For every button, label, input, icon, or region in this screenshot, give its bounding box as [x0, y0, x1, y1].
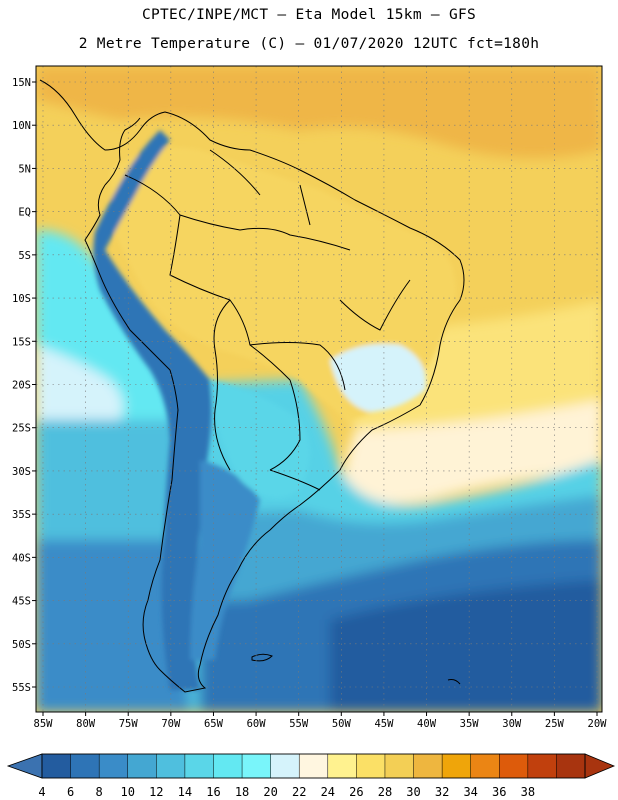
falklands	[251, 653, 273, 662]
colorbar-swatch	[241, 753, 272, 779]
colorbar-label: 20	[263, 785, 277, 799]
northwest-coast	[104, 117, 141, 186]
lat-label: 50S	[12, 639, 31, 651]
colorbar-swatch	[556, 753, 586, 779]
colorbar-label: 16	[206, 785, 220, 799]
colorbar-frame	[41, 753, 586, 779]
lat-label: 5N	[18, 163, 31, 175]
lon-label: 45W	[374, 718, 394, 730]
colorbar-swatch	[298, 753, 329, 779]
plot-frame	[35, 65, 603, 713]
lat-label: 35S	[12, 509, 31, 521]
colorbar-label: 10	[121, 785, 135, 799]
lon-label: 60W	[247, 718, 267, 730]
colorbar-swatch	[413, 753, 443, 779]
colorbar-swatch	[184, 753, 215, 779]
field-patagonia	[190, 460, 260, 660]
continent-coastline	[39, 79, 465, 693]
field-pacific-pale	[36, 345, 124, 420]
field-andes-cold	[93, 130, 212, 690]
colorbar-label: 14	[178, 785, 192, 799]
title-line-2: 2 Metre Temperature (C) – 01/07/2020 12U…	[78, 36, 540, 52]
lon-label: 65W	[204, 718, 224, 730]
temperature-field	[36, 66, 602, 712]
lon-label: 20W	[588, 718, 608, 730]
lat-label: 15N	[12, 77, 31, 89]
lat-label: 25S	[12, 423, 31, 435]
colorbar-label: 24	[321, 785, 335, 799]
lon-label: 40W	[417, 718, 437, 730]
colorbar-swatch	[156, 753, 186, 779]
colorbar-swatch	[527, 753, 557, 779]
colorbar-swatch	[127, 753, 157, 779]
colorbar-label: 34	[463, 785, 477, 799]
colorbar-label: 28	[378, 785, 392, 799]
colorbar-swatch	[41, 753, 72, 779]
colorbar-swatch	[213, 753, 243, 779]
colorbar-swatch	[327, 753, 357, 779]
field-pacific-blue	[36, 540, 190, 712]
colorbar-label: 26	[349, 785, 363, 799]
lon-label: 35W	[460, 718, 480, 730]
colorbar-swatch	[356, 753, 386, 779]
lat-label: 40S	[12, 552, 31, 564]
colorbar-swatch	[470, 753, 500, 779]
coastlines	[39, 79, 465, 693]
colorbar-swatch	[441, 753, 472, 779]
colorbar-label: 36	[492, 785, 506, 799]
lon-label: 75W	[119, 718, 139, 730]
lon-label: 30W	[502, 718, 522, 730]
field-highlands	[330, 344, 426, 412]
lat-label: 5S	[18, 250, 31, 262]
country-borders	[124, 149, 411, 491]
lon-label: 85W	[34, 718, 54, 730]
lat-label: 55S	[12, 682, 31, 694]
colorbar-label: 18	[235, 785, 249, 799]
colorbar-label: 4	[38, 785, 45, 799]
colorbar: 4 6 8 10 12 14 16 18 20 22 24 26 28 30 32 34 36 38	[6, 753, 616, 799]
colorbar-swatch	[384, 753, 415, 779]
lon-label: 55W	[289, 718, 309, 730]
lat-label: 10N	[12, 120, 31, 132]
colorbar-low-arrow	[6, 753, 43, 779]
colorbar-label: 8	[96, 785, 103, 799]
latitude-axis: 15N 10N 5N EQ 5S 10S 15S 20S 25S 30S 35S 40S 45S 50S 5…	[12, 77, 36, 694]
colorbar-swatch	[98, 753, 129, 779]
lat-label: 20S	[12, 380, 31, 392]
field-southern-cool	[210, 380, 310, 498]
lat-label: EQ	[18, 207, 31, 219]
colorbar-label: 38	[521, 785, 535, 799]
field-deep-blue	[330, 580, 602, 712]
lat-label: 45S	[12, 596, 31, 608]
colorbar-high-arrow	[584, 753, 616, 779]
colorbar-label: 32	[435, 785, 449, 799]
colorbar-label: 22	[292, 785, 306, 799]
longitude-axis: 85W 80W 75W 70W 65W 60W 55W 50W 45W 40W 35W 30W 25W 2…	[34, 712, 608, 730]
lon-label: 25W	[545, 718, 565, 730]
lat-label: 15S	[12, 336, 31, 348]
lat-label: 30S	[12, 466, 31, 478]
lon-label: 70W	[161, 718, 181, 730]
colorbar-label: 30	[406, 785, 420, 799]
colorbar-swatch	[70, 753, 100, 779]
field-hot-north	[36, 66, 602, 158]
lon-label: 80W	[76, 718, 96, 730]
colorbar-label: 12	[149, 785, 163, 799]
colorbar-label: 6	[67, 785, 74, 799]
south-georgia	[447, 679, 461, 685]
graticule	[36, 66, 602, 712]
lat-label: 10S	[12, 293, 31, 305]
lon-label: 50W	[332, 718, 352, 730]
title-line-1: CPTEC/INPE/MCT – Eta Model 15km – GFS	[141, 7, 477, 23]
colorbar-swatch	[270, 753, 300, 779]
colorbar-swatch	[499, 753, 529, 779]
